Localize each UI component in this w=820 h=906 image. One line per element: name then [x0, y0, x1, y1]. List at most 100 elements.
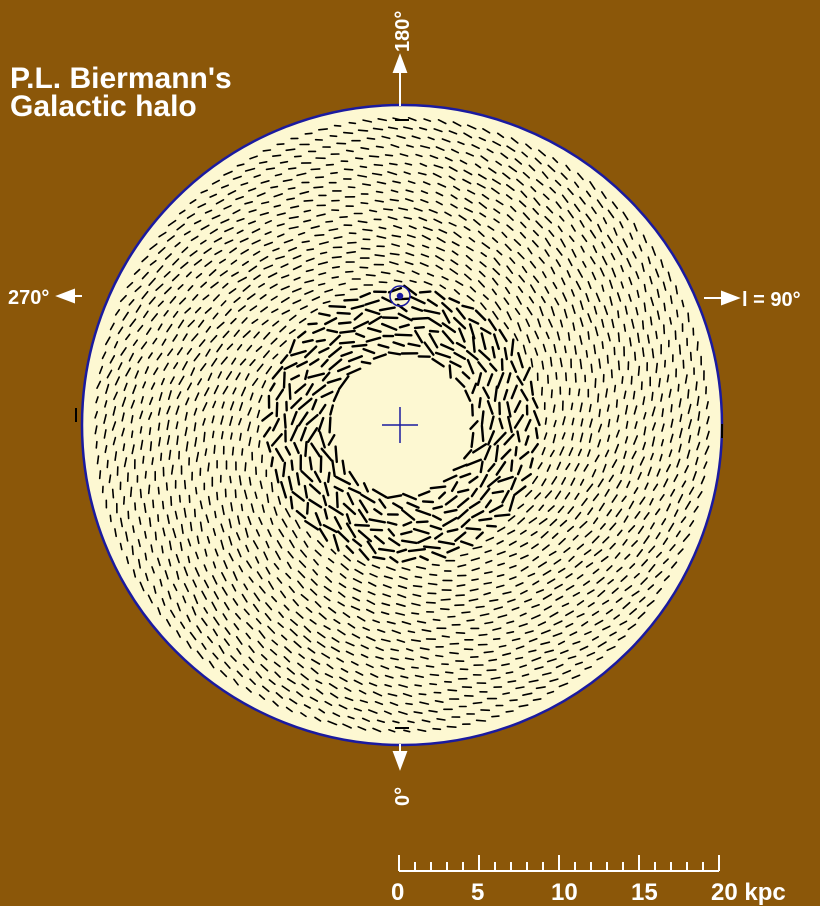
- field-vector: [616, 292, 622, 302]
- field-vector: [193, 407, 198, 416]
- field-vector: [280, 481, 288, 499]
- field-vector: [527, 572, 536, 578]
- field-vector: [328, 505, 344, 516]
- field-vector: [448, 364, 452, 379]
- field-vector: [524, 435, 530, 446]
- field-vector: [314, 176, 325, 179]
- field-vector: [232, 571, 238, 581]
- field-vector: [326, 328, 339, 334]
- field-vector: [366, 599, 376, 606]
- field-vector: [572, 591, 581, 597]
- field-vector: [357, 220, 368, 224]
- field-vector: [601, 255, 608, 266]
- field-vector: [284, 445, 292, 456]
- field-vector: [528, 517, 538, 524]
- field-vector: [298, 397, 313, 411]
- field-vector: [245, 373, 250, 381]
- field-vector: [297, 580, 305, 589]
- field-vector: [306, 248, 315, 251]
- field-vector: [96, 380, 102, 390]
- field-vector: [283, 239, 294, 244]
- field-vector: [229, 247, 237, 254]
- field-vector: [278, 611, 284, 619]
- field-vector: [164, 286, 172, 295]
- field-vector: [483, 571, 493, 575]
- field-vector: [541, 478, 547, 487]
- field-vector: [419, 647, 430, 651]
- field-vector: [376, 628, 386, 633]
- field-vector: [279, 340, 287, 348]
- field-vector: [193, 422, 197, 432]
- field-vector: [631, 540, 638, 547]
- field-vector: [597, 439, 602, 448]
- field-vector: [649, 316, 653, 326]
- field-vector: [372, 691, 383, 697]
- field-vector: [338, 340, 356, 345]
- field-vector: [276, 143, 285, 146]
- field-vector: [611, 459, 618, 469]
- field-vector: [647, 584, 655, 591]
- field-vector: [637, 365, 641, 377]
- field-vector: [550, 306, 556, 317]
- field-vector: [541, 544, 550, 551]
- field-vector: [403, 216, 413, 220]
- field-vector: [305, 257, 315, 262]
- field-vector: [119, 517, 123, 528]
- field-vector: [643, 511, 650, 520]
- field-vector: [300, 593, 309, 601]
- field-vector: [345, 522, 357, 539]
- field-vector: [526, 306, 533, 316]
- field-vector: [386, 494, 403, 499]
- field-vector: [602, 463, 607, 473]
- field-vector: [122, 443, 126, 452]
- field-vector: [524, 630, 534, 634]
- field-vector: [417, 536, 432, 544]
- field-vector: [360, 644, 369, 650]
- field-vector: [165, 482, 168, 491]
- field-vector: [140, 341, 148, 350]
- field-vector: [531, 475, 539, 485]
- field-vector: [280, 296, 290, 304]
- field-vector: [531, 240, 539, 248]
- field-vector: [357, 174, 368, 178]
- field-vector: [391, 243, 401, 247]
- field-vector: [237, 305, 246, 312]
- field-vector: [510, 360, 518, 373]
- field-vector: [317, 261, 329, 266]
- field-vector: [387, 351, 402, 356]
- field-vector: [662, 558, 669, 565]
- field-vector: [327, 720, 338, 726]
- field-vector: [492, 140, 502, 147]
- field-vector: [465, 458, 482, 467]
- field-vector: [506, 214, 514, 221]
- field-vector: [455, 594, 466, 597]
- field-vector: [637, 525, 645, 535]
- field-vector: [513, 333, 519, 342]
- field-vector: [293, 640, 302, 649]
- field-vector: [572, 534, 579, 541]
- field-vector: [303, 635, 312, 643]
- field-vector: [513, 485, 527, 497]
- field-vector: [327, 557, 335, 564]
- field-vector: [510, 459, 514, 472]
- field-vector: [463, 169, 473, 176]
- field-vector: [651, 406, 656, 417]
- field-vector: [425, 665, 435, 668]
- field-vector: [675, 309, 679, 318]
- field-vector: [112, 436, 117, 446]
- field-vector: [252, 540, 259, 550]
- field-vector: [413, 326, 425, 330]
- field-vector: [567, 187, 574, 196]
- field-vector: [283, 655, 291, 663]
- field-vector: [339, 329, 356, 334]
- field-vector: [215, 199, 225, 205]
- field-vector: [288, 226, 299, 230]
- field-vector: [208, 269, 217, 277]
- field-vector: [193, 594, 199, 605]
- field-vector: [292, 299, 302, 305]
- field-vector: [299, 305, 308, 311]
- field-vector: [235, 196, 244, 201]
- field-vector: [297, 232, 306, 236]
- field-vector: [154, 531, 157, 541]
- field-vector: [212, 400, 217, 409]
